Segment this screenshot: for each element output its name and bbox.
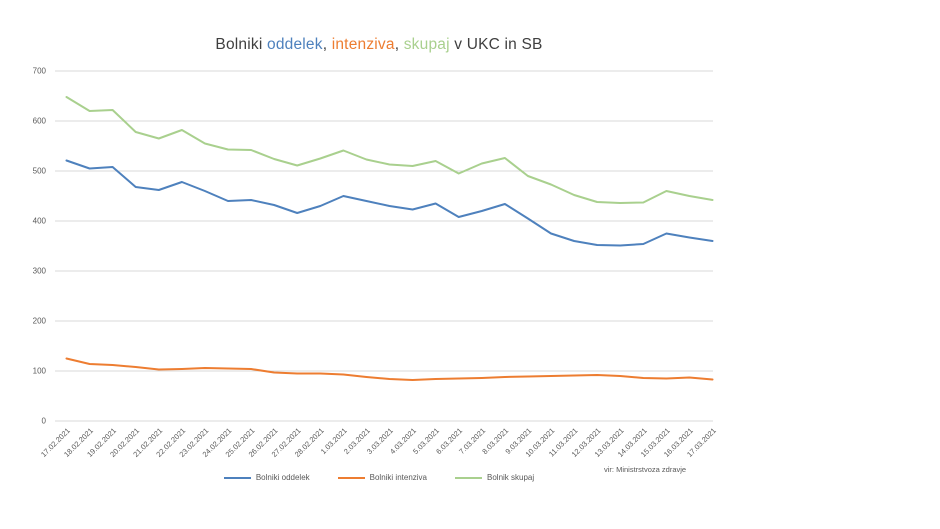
chart-title: Bolniki oddelek, intenziva, skupaj v UKC… (0, 36, 758, 54)
title-part: intenziva (331, 36, 395, 53)
y-tick-label: 300 (33, 267, 47, 276)
legend-item-intenziva: Bolniki intenziva (337, 473, 428, 482)
title-part: oddelek (267, 36, 323, 53)
legend-line-swatch (223, 476, 251, 479)
y-tick-label: 600 (33, 117, 47, 126)
y-tick-label: 200 (33, 317, 47, 326)
title-part: , (322, 36, 332, 53)
source-note: vir: Ministrstvoza zdravje (604, 465, 687, 474)
title-part: skupaj (403, 36, 450, 53)
series-line-bolniki-intenziva (65, 357, 714, 381)
chart-legend: Bolniki oddelek Bolniki intenziva Bolnik… (0, 473, 758, 482)
legend-item-skupaj: Bolnik skupaj (455, 473, 534, 482)
y-tick-label: 0 (42, 417, 47, 426)
legend-line-swatch (337, 476, 365, 479)
y-tick-label: 400 (33, 217, 47, 226)
title-part: Bolniki (215, 36, 267, 53)
legend-label: Bolniki intenziva (369, 473, 428, 482)
y-tick-label: 700 (33, 67, 47, 76)
series-line-bolniki-oddelek (65, 159, 714, 247)
legend-line-swatch (455, 476, 483, 479)
y-tick-label: 100 (33, 367, 47, 376)
series-line-bolnik-skupaj (65, 96, 714, 204)
title-part: v UKC in SB (449, 36, 543, 53)
legend-item-oddelek: Bolniki oddelek (223, 473, 310, 482)
y-tick-label: 500 (33, 167, 47, 176)
legend-label: Bolnik skupaj (487, 473, 535, 482)
title-part: , (394, 36, 404, 53)
legend-label: Bolniki oddelek (255, 473, 310, 482)
